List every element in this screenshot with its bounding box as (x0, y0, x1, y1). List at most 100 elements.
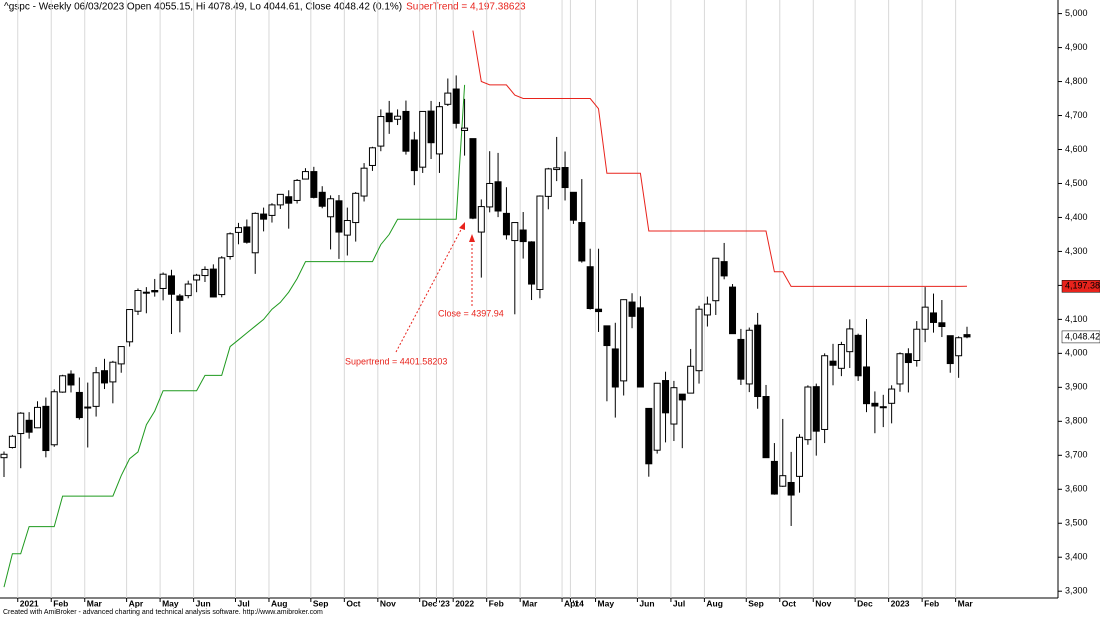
candle-body (921, 306, 929, 330)
x-tick-label: Jun (639, 598, 654, 608)
candle-body (569, 191, 577, 221)
x-tick-label: Nov (815, 598, 831, 608)
x-tick-label: May (598, 598, 615, 608)
annotation: Supertrend = 4401.58203 (345, 356, 447, 366)
candle-body (276, 193, 284, 206)
candle-body (662, 380, 670, 414)
y-tick-label: 4,500 (1065, 178, 1088, 188)
candle-body (930, 312, 938, 323)
candle-body (327, 198, 335, 218)
candle-body (879, 406, 887, 409)
x-tick-label: Jun (196, 598, 211, 608)
candle-body (703, 303, 711, 316)
candle-body (343, 220, 351, 236)
candle-body (84, 406, 92, 409)
chart-subtitle: SuperTrend = 4,197.38623 (406, 2, 526, 13)
candle-body (628, 301, 636, 317)
x-tick-label: Nov (380, 598, 396, 608)
supertrend-line (3, 84, 466, 588)
candle-body (109, 361, 117, 383)
candle-body (670, 387, 678, 425)
y-tick-label: 4,800 (1065, 76, 1088, 86)
arrowhead (459, 222, 465, 230)
y-tick-label: 4,100 (1065, 314, 1088, 324)
candle-body (67, 373, 75, 386)
x-tick-label: Jul (237, 598, 249, 608)
candle-body (963, 334, 971, 338)
x-tick-label: Dec (422, 598, 438, 608)
candle-body (75, 391, 83, 419)
candle-body (804, 386, 812, 441)
x-tick-label: Feb (489, 598, 504, 608)
candle-body (796, 436, 804, 477)
x-tick-label: Dec (857, 598, 873, 608)
candle-body (812, 386, 820, 432)
candle-body (486, 182, 494, 208)
candle-body (938, 322, 946, 328)
y-tick-label: 4,600 (1065, 144, 1088, 154)
candle-body (863, 366, 871, 405)
candle-body (536, 195, 544, 290)
candle-body (888, 388, 896, 404)
x-tick-label: Mar (522, 598, 538, 608)
candle-body (904, 353, 912, 364)
candle-body (268, 204, 276, 216)
candle-body (687, 365, 695, 394)
x-tick-label: Oct (782, 598, 796, 608)
candle-body (561, 167, 569, 189)
candle-body (636, 307, 644, 388)
candle-body (737, 338, 745, 380)
candle-body (184, 283, 192, 297)
candle-body (913, 328, 921, 361)
candle-body (59, 375, 67, 393)
candle-body (377, 116, 385, 147)
candle-body (837, 344, 845, 369)
candle-body (770, 460, 778, 495)
x-tick-label: Sep (748, 598, 764, 608)
candle-body (226, 233, 234, 258)
value-tag (1061, 280, 1100, 293)
candle-body (201, 268, 209, 277)
x-tick-label: Mar (87, 598, 103, 608)
x-tick-label: Feb (53, 598, 68, 608)
y-tick-label: 3,500 (1065, 518, 1088, 528)
candle-body (260, 213, 268, 220)
candle-body (310, 171, 318, 198)
value-tag (1061, 330, 1100, 344)
y-tick-label: 3,900 (1065, 382, 1088, 392)
candle-body (0, 453, 8, 459)
candle-body (293, 179, 301, 201)
candle-body (444, 92, 452, 105)
candle-body (729, 286, 737, 335)
candle-body (611, 348, 619, 388)
candle-body (209, 268, 217, 298)
candle-body (469, 138, 477, 219)
value-tag-label: 4,048.42 (1065, 331, 1100, 341)
candle-body (8, 435, 16, 448)
candle-body (435, 106, 443, 155)
y-tick-label: 3,600 (1065, 484, 1088, 494)
candle-body (234, 227, 242, 233)
candle-body (712, 257, 720, 302)
candle-body (402, 110, 410, 152)
y-tick-label: 4,400 (1065, 212, 1088, 222)
candle-body (92, 372, 100, 407)
candle-body (829, 360, 837, 366)
candle-body (117, 346, 125, 365)
x-tick-label: '14 (572, 598, 584, 608)
candle-body (218, 257, 226, 296)
y-tick-label: 4,900 (1065, 42, 1088, 52)
candle-body (653, 382, 661, 451)
candle-body (553, 167, 561, 171)
y-tick-label: 3,700 (1065, 450, 1088, 460)
candle-body (502, 212, 510, 236)
x-tick-label: 2021 (20, 598, 39, 608)
x-tick-label: Aug (706, 598, 723, 608)
candle-body (352, 192, 360, 224)
x-tick-label: Aug (271, 598, 288, 608)
candle-body (511, 222, 519, 242)
arrowhead (469, 234, 475, 242)
